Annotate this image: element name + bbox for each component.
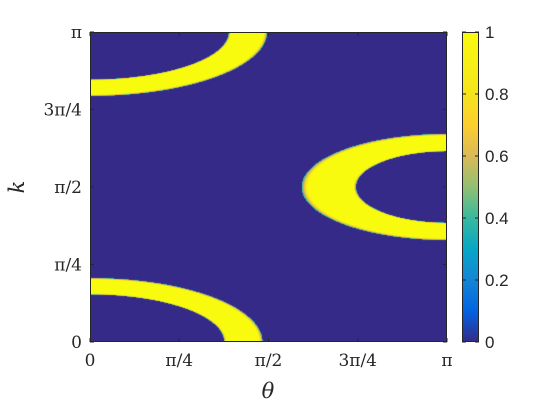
- colorbar-gradient: [462, 32, 479, 342]
- x-axis-ticks: 0 π/4 π/2 3π/4 π: [85, 32, 453, 371]
- y-tick-label: 3π/4: [43, 100, 82, 120]
- colorbar-tick-label: 1: [485, 23, 494, 42]
- colorbar-tick-label: 0.6: [485, 147, 509, 166]
- x-tick-label: π/4: [165, 351, 193, 371]
- colorbar-tick-label: 0: [485, 333, 494, 352]
- colorbar-tick-label: 0.4: [485, 209, 509, 228]
- heatmap-plot-area: [90, 32, 447, 342]
- colorbar-box: [462, 32, 479, 342]
- x-tick-label: 3π/4: [338, 351, 377, 371]
- y-axis-ticks: 0 π/4 π/2 3π/4 π: [43, 23, 447, 353]
- y-tick-label: π: [71, 23, 82, 43]
- y-tick-label: π/2: [54, 178, 82, 198]
- colorbar-tick-label: 0.2: [485, 271, 509, 290]
- y-tick-label: π/4: [54, 255, 82, 275]
- colorbar: 0 0.2 0.4 0.6 0.8 1: [462, 23, 509, 352]
- heatmap-image: [90, 32, 447, 342]
- x-tick-label: 0: [85, 351, 96, 371]
- colorbar-ticks: 0 0.2 0.4 0.6 0.8 1: [462, 23, 509, 352]
- x-tick-label: π: [441, 351, 452, 371]
- x-tick-label: π/2: [255, 351, 283, 371]
- x-axis-label: θ: [262, 379, 275, 403]
- colorbar-tick-label: 0.8: [485, 85, 509, 104]
- y-axis-label: k: [5, 181, 29, 194]
- y-tick-label: 0: [71, 333, 82, 353]
